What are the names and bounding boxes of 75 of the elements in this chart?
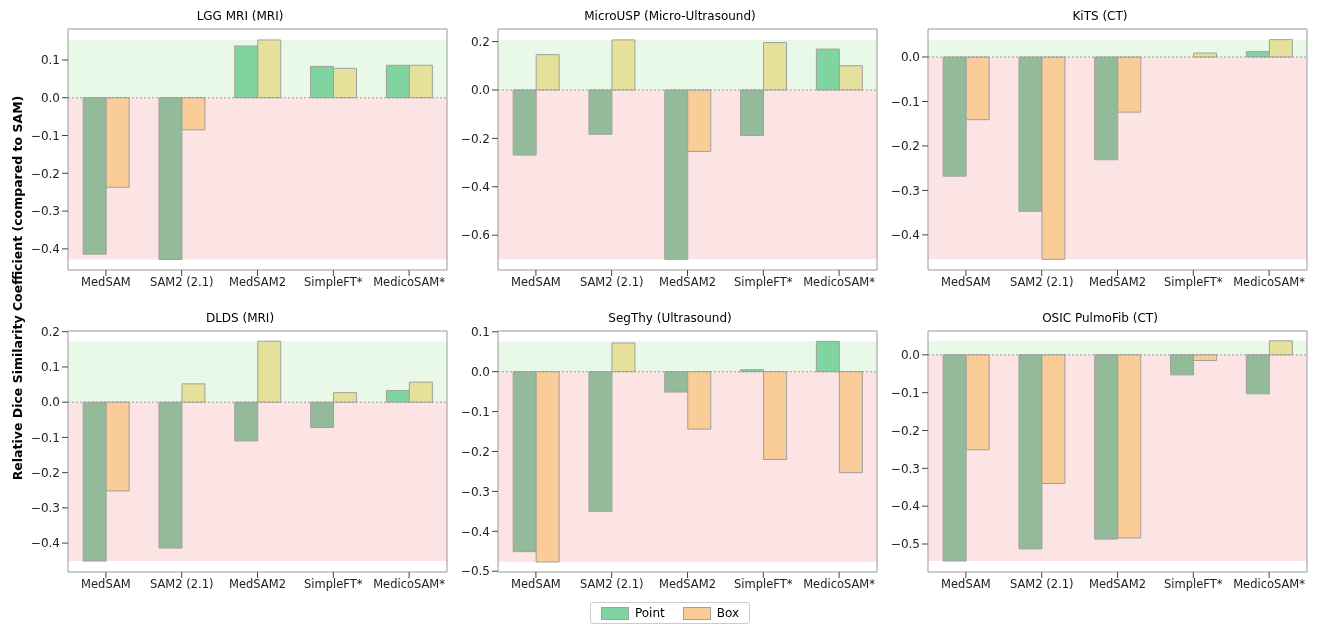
y-tick-label: 0.0	[40, 91, 60, 106]
x-tick-label: MedSAM2	[1089, 275, 1146, 290]
x-tick-label: SimpleFT*	[734, 577, 793, 592]
x-tick-label: SAM2 (2.1)	[1009, 275, 1074, 290]
y-tick-label: −0.2	[890, 139, 920, 154]
y-tick-label: −0.1	[30, 128, 60, 143]
y-tick-label: 0.2	[40, 324, 60, 339]
y-tick-label: −0.1	[890, 385, 920, 400]
y-tick-label: −0.4	[460, 524, 490, 539]
y-tick-label: 0.1	[40, 53, 60, 68]
y-tick-label: −0.2	[460, 131, 490, 146]
y-tick-label: −0.4	[460, 180, 490, 195]
y-tick-label: −0.2	[460, 444, 490, 459]
y-tick-label: 0.0	[470, 83, 490, 98]
x-tick-label: MedSAM2	[229, 577, 286, 592]
y-tick-label: 0.0	[40, 395, 60, 410]
legend-label: Point	[634, 606, 665, 620]
x-tick-label: MedSAM	[941, 275, 991, 290]
y-tick-label: −0.6	[460, 228, 490, 243]
y-tick-label: −0.4	[30, 536, 60, 551]
x-tick-label: SimpleFT*	[304, 577, 363, 592]
x-tick-label: MedSAM2	[659, 577, 716, 592]
y-tick-label: 0.1	[40, 360, 60, 375]
x-tick-label: MedSAM	[941, 577, 991, 592]
x-tick-label: MedSAM2	[229, 275, 286, 290]
y-tick-label: −0.5	[890, 537, 920, 552]
y-tick-label: −0.2	[890, 423, 920, 438]
x-tick-label: MedicoSAM*	[803, 577, 876, 592]
x-tick-label: MedicoSAM*	[803, 275, 876, 290]
x-tick-label: SAM2 (2.1)	[149, 577, 214, 592]
y-tick-label: −0.3	[30, 501, 60, 516]
y-axis-title: Relative Dice Similarity Coefficient (compared to SAM)	[9, 95, 25, 481]
x-tick-label: SAM2 (2.1)	[579, 577, 644, 592]
x-tick-label: SimpleFT*	[734, 275, 793, 290]
chart-title: DLDS (MRI)	[204, 310, 276, 326]
y-tick-label: −0.3	[890, 183, 920, 198]
y-tick-label: −0.3	[890, 461, 920, 476]
y-tick-label: 0.1	[470, 325, 490, 340]
y-tick-label: −0.5	[460, 564, 490, 579]
x-tick-label: MedSAM2	[1089, 577, 1146, 592]
y-tick-label: −0.4	[890, 499, 920, 514]
chart-title: OSIC PulmoFib (CT)	[1041, 310, 1159, 326]
chart-title: MicroUSP (Micro-Ultrasound)	[583, 8, 757, 24]
x-tick-label: SimpleFT*	[1164, 577, 1223, 592]
x-tick-label: MedicoSAM*	[373, 275, 446, 290]
y-tick-label: 0.0	[470, 364, 490, 379]
y-tick-label: −0.1	[30, 430, 60, 445]
chart-title: SegThy (Ultrasound)	[607, 310, 733, 326]
y-tick-label: 0.0	[900, 348, 920, 363]
x-tick-label: SimpleFT*	[304, 275, 363, 290]
y-tick-label: −0.4	[30, 242, 60, 257]
y-tick-label: 0.0	[900, 50, 920, 65]
chart-title: KiTS (CT)	[1071, 8, 1129, 24]
y-tick-label: −0.4	[890, 228, 920, 243]
x-tick-label: MedSAM	[81, 275, 131, 290]
x-tick-label: SimpleFT*	[1164, 275, 1223, 290]
y-tick-label: −0.2	[30, 166, 60, 181]
x-tick-label: MedicoSAM*	[373, 577, 446, 592]
x-tick-label: MedicoSAM*	[1233, 577, 1306, 592]
chart-title: LGG MRI (MRI)	[195, 8, 285, 24]
y-tick-label: 0.2	[470, 34, 490, 49]
x-tick-label: MedSAM2	[659, 275, 716, 290]
y-tick-label: −0.1	[890, 94, 920, 109]
y-tick-label: −0.3	[30, 204, 60, 219]
x-tick-label: SAM2 (2.1)	[1009, 577, 1074, 592]
legend-label: Box	[716, 606, 740, 620]
x-tick-label: MedicoSAM*	[1233, 275, 1306, 290]
y-tick-label: −0.2	[30, 465, 60, 480]
x-tick-label: SAM2 (2.1)	[579, 275, 644, 290]
x-tick-label: SAM2 (2.1)	[149, 275, 214, 290]
y-tick-label: −0.3	[460, 484, 490, 499]
x-tick-label: MedSAM	[511, 275, 561, 290]
x-tick-label: MedSAM	[81, 577, 131, 592]
y-tick-label: −0.1	[460, 404, 490, 419]
x-tick-label: MedSAM	[511, 577, 561, 592]
